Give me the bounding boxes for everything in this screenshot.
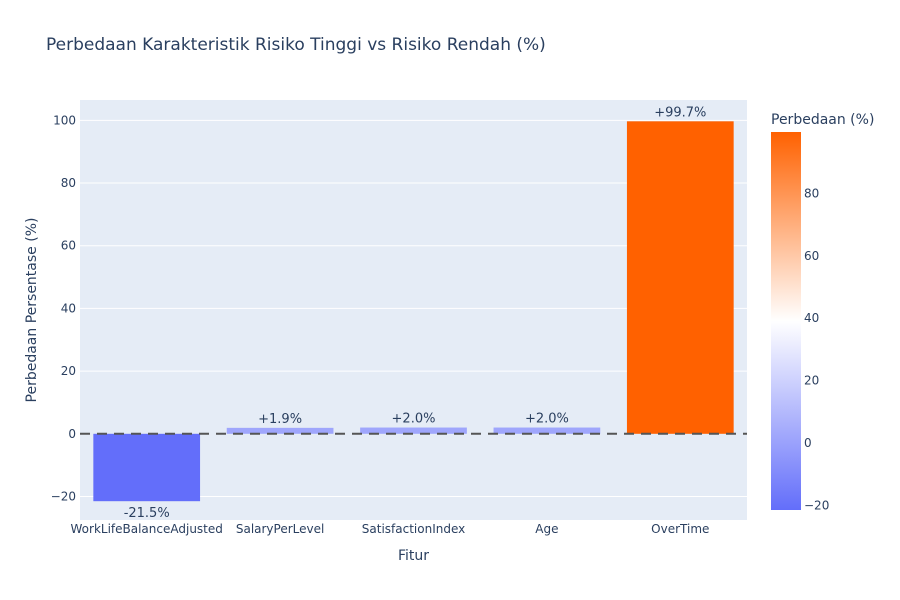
colorbar-tick-label: −20 — [804, 498, 829, 512]
colorbar-tick-label: 0 — [804, 436, 812, 450]
y-tick-label: 0 — [68, 427, 76, 441]
y-tick-label: 20 — [61, 364, 76, 378]
y-axis-title: Perbedaan Persentase (%) — [24, 218, 40, 403]
colorbar-title: Perbedaan (%) — [771, 112, 874, 128]
y-tick-label: 60 — [61, 239, 76, 253]
y-tick-label: −20 — [51, 489, 76, 503]
data-label: -21.5% — [124, 506, 170, 521]
bars — [93, 121, 734, 502]
data-label: +99.7% — [654, 105, 706, 120]
y-tick-label: 40 — [61, 301, 76, 315]
y-tick-label: 100 — [53, 113, 76, 127]
bar-WorkLifeBalanceAdjusted — [93, 433, 201, 502]
colorbar-ticks: −20 0 20 40 60 80 — [804, 186, 829, 512]
colorbar-tick-label: 80 — [804, 186, 819, 200]
data-label: +2.0% — [525, 412, 569, 427]
x-tick-label: SatisfactionIndex — [362, 522, 465, 536]
x-tick-label: SalaryPerLevel — [236, 522, 325, 536]
y-axis-ticks: −20 0 20 40 60 80 100 — [51, 113, 76, 503]
bar-SatisfactionIndex — [360, 427, 467, 434]
colorbar-tick-label: 20 — [804, 374, 819, 388]
bar-Age — [493, 427, 601, 434]
x-tick-label: OverTime — [651, 522, 709, 536]
colorbar-tick-label: 60 — [804, 249, 819, 263]
bar-SalaryPerLevel — [226, 427, 334, 434]
x-tick-label: WorkLifeBalanceAdjusted — [71, 522, 223, 536]
y-tick-label: 80 — [61, 176, 76, 190]
data-label: +2.0% — [392, 412, 436, 427]
colorbar — [771, 132, 801, 510]
colorbar-tick-label: 40 — [804, 311, 819, 325]
x-tick-label: Age — [535, 522, 558, 536]
data-label: +1.9% — [258, 412, 302, 427]
bar-data-labels: -21.5% +1.9% +2.0% +2.0% +99.7% — [124, 105, 707, 521]
x-axis-ticks: WorkLifeBalanceAdjusted SalaryPerLevel Sat… — [71, 522, 710, 536]
chart-title: Perbedaan Karakteristik Risiko Tinggi vs… — [46, 35, 546, 55]
x-axis-title: Fitur — [398, 548, 429, 564]
bar-OverTime — [626, 121, 734, 434]
